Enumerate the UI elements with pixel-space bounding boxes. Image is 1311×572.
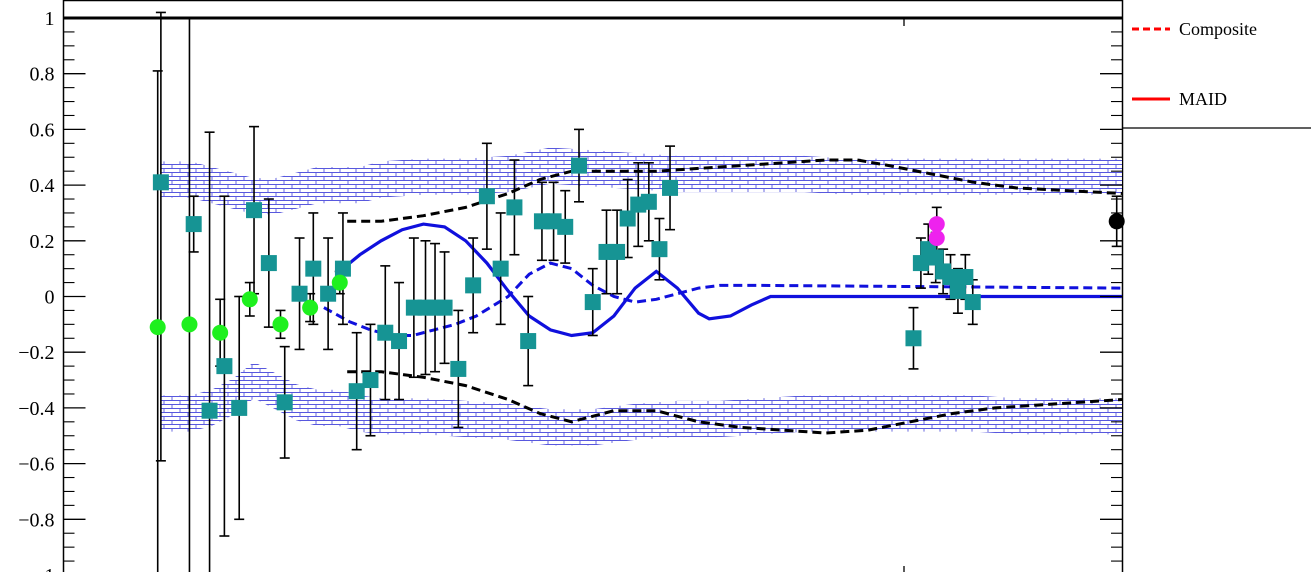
teal-square-point-10 — [320, 285, 337, 302]
magenta-circle-point-0 — [928, 216, 945, 233]
teal-square-point-33 — [619, 210, 636, 227]
y-tick-label-7: −0.4 — [18, 398, 54, 420]
teal-square-point-4 — [231, 399, 248, 416]
composite-lower-bound-curve — [347, 370, 1123, 435]
black-circle-point-0 — [1108, 213, 1125, 230]
teal-square-point-36 — [651, 241, 668, 258]
band-lower — [160, 361, 1122, 446]
teal-square-point-46 — [964, 294, 981, 311]
green-circle-point-0 — [149, 319, 166, 336]
maid-curve — [341, 222, 1122, 338]
teal-square-point-41 — [927, 249, 944, 266]
teal-square-point-15 — [391, 333, 408, 350]
band-upper — [160, 147, 1122, 215]
teal-square-point-30 — [584, 294, 601, 311]
green-circle-point-4 — [272, 316, 289, 333]
teal-square-point-1 — [185, 216, 202, 233]
green-circle-point-2 — [212, 324, 229, 341]
teal-square-point-3 — [216, 358, 233, 375]
teal-square-point-38 — [905, 330, 922, 347]
y-tick-label-8: −0.6 — [18, 454, 54, 476]
model-curves — [323, 158, 1123, 435]
teal-square-point-7 — [276, 394, 293, 411]
teal-square-point-6 — [260, 255, 277, 272]
green-circle-point-3 — [241, 291, 258, 308]
legend: Composite MAID — [1122, 19, 1311, 129]
systematic-band — [160, 147, 1122, 446]
data-points — [149, 157, 1125, 419]
teal-square-point-9 — [305, 260, 322, 277]
magenta-circle-point-1 — [928, 230, 945, 247]
y-tick-label-6: −0.2 — [18, 342, 54, 364]
teal-square-point-11 — [334, 260, 351, 277]
green-circle-point-1 — [181, 316, 198, 333]
teal-square-point-22 — [478, 188, 495, 205]
composite-upper-bound-curve — [347, 158, 1123, 223]
green-circle-point-5 — [302, 299, 319, 316]
teal-square-point-21 — [465, 277, 482, 294]
teal-square-point-28 — [557, 218, 574, 235]
teal-square-point-43 — [942, 269, 959, 286]
y-axis: 1 0.8 0.6 0.4 0.2 0 −0.2 −0.4 −0.6 −0.8 −1 — [18, 8, 1122, 572]
teal-square-point-14 — [377, 324, 394, 341]
teal-square-point-19 — [436, 299, 453, 316]
teal-square-point-0 — [152, 174, 169, 191]
teal-square-point-45 — [957, 269, 974, 286]
y-tick-label-1: 0.8 — [30, 64, 55, 86]
y-tick-label-5: 0 — [45, 287, 55, 309]
teal-square-point-39 — [912, 255, 929, 272]
y-tick-label-10: −1 — [33, 565, 54, 572]
teal-square-point-5 — [246, 202, 263, 219]
teal-square-point-32 — [609, 243, 626, 260]
teal-square-point-8 — [291, 285, 308, 302]
teal-square-point-35 — [640, 193, 657, 210]
y-tick-label-3: 0.4 — [30, 175, 55, 197]
green-circle-point-6 — [331, 274, 348, 291]
y-tick-label-4: 0.2 — [30, 231, 55, 253]
teal-square-point-29 — [570, 157, 587, 174]
teal-square-point-12 — [348, 383, 365, 400]
teal-square-point-2 — [201, 402, 218, 419]
teal-square-point-44 — [949, 282, 966, 299]
teal-square-point-13 — [362, 372, 379, 389]
plot-frame — [62, 0, 1124, 572]
teal-square-point-25 — [520, 333, 537, 350]
teal-square-point-23 — [492, 260, 509, 277]
teal-square-point-20 — [450, 360, 467, 377]
y-tick-label-0: 1 — [45, 8, 55, 30]
teal-square-point-37 — [662, 179, 679, 196]
legend-composite-label: Composite — [1179, 19, 1257, 39]
teal-square-point-24 — [506, 199, 523, 216]
composite-curve — [323, 261, 1123, 337]
y-tick-label-9: −0.8 — [18, 509, 54, 531]
y-tick-label-2: 0.6 — [30, 119, 55, 141]
legend-maid-label: MAID — [1179, 89, 1227, 109]
